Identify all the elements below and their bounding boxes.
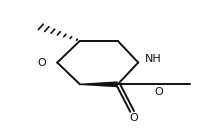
Text: O: O — [130, 113, 138, 123]
Text: NH: NH — [145, 54, 162, 64]
Text: O: O — [38, 58, 46, 68]
Text: O: O — [154, 87, 163, 98]
Polygon shape — [80, 81, 118, 87]
